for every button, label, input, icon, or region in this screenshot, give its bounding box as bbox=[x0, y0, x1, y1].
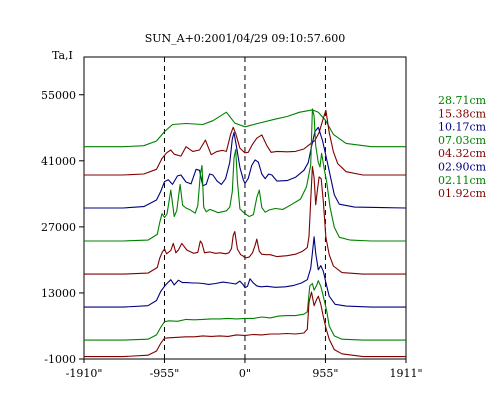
y-axis: 55000 41000 27000 13000 -1000 bbox=[41, 89, 84, 366]
series-line-15-38cm bbox=[84, 109, 406, 176]
x-tick-label-2: 0" bbox=[239, 367, 251, 380]
legend-entry-3: 07.03cm bbox=[438, 134, 487, 147]
series-line-07-03cm bbox=[84, 108, 406, 242]
series-group bbox=[84, 108, 407, 358]
series-line-02-90cm bbox=[84, 236, 406, 308]
legend-entry-6: 02.11cm bbox=[438, 174, 487, 187]
legend-entry-0: 28.71cm bbox=[438, 94, 487, 107]
x-tick-label-0: -1910" bbox=[66, 367, 103, 380]
y-tick-label-3: 13000 bbox=[41, 287, 76, 300]
legend-entry-1: 15.38cm bbox=[438, 107, 487, 120]
y-tick-label-2: 27000 bbox=[41, 221, 76, 234]
y-tick-label-4: -1000 bbox=[44, 353, 76, 366]
series-line-10-17cm bbox=[84, 126, 407, 209]
y-tick-label-1: 41000 bbox=[41, 155, 76, 168]
chart-title: SUN_A+0:2001/04/29 09:10:57.600 bbox=[145, 32, 346, 45]
series-line-01-92cm bbox=[84, 291, 406, 358]
legend-entry-4: 04.32cm bbox=[438, 147, 487, 160]
x-tick-label-1: -955" bbox=[150, 367, 180, 380]
legend-entry-5: 02.90cm bbox=[438, 161, 487, 174]
y-axis-label: Ta,I bbox=[52, 49, 73, 62]
legend-entry-2: 10.17cm bbox=[438, 121, 487, 134]
x-axis: -1910" -955" 0" 955" 1911" bbox=[66, 359, 423, 380]
series-line-04-32cm bbox=[84, 165, 406, 275]
series-line-02-11cm bbox=[84, 280, 406, 341]
x-tick-label-4: 1911" bbox=[389, 367, 422, 380]
legend: 28.71cm15.38cm10.17cm07.03cm04.32cm02.90… bbox=[438, 94, 487, 200]
legend-entry-7: 01.92cm bbox=[438, 187, 487, 200]
reference-lines bbox=[163, 57, 326, 359]
y-tick-label-0: 55000 bbox=[41, 89, 76, 102]
x-tick-label-3: 955" bbox=[312, 367, 338, 380]
